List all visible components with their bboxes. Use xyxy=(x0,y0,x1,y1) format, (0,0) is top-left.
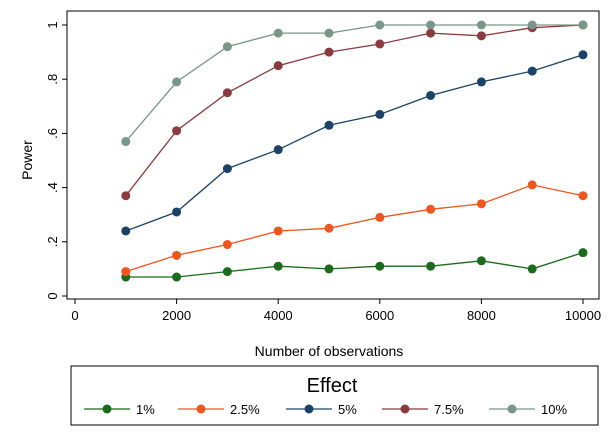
legend-marker xyxy=(507,404,517,414)
legend-title: Effect xyxy=(307,375,358,397)
data-point xyxy=(426,90,436,100)
data-point xyxy=(375,261,385,271)
y-tick-label: .6 xyxy=(45,128,60,139)
series-line xyxy=(125,54,584,232)
data-point xyxy=(324,28,334,38)
y-tick-label: .2 xyxy=(45,236,60,247)
data-point xyxy=(172,207,182,217)
data-point xyxy=(578,20,588,30)
legend-label: 1% xyxy=(136,402,155,417)
plot-frame xyxy=(66,10,600,300)
series-5 xyxy=(121,20,588,147)
data-point xyxy=(172,272,182,282)
data-point xyxy=(527,20,537,30)
legend-label: 7.5% xyxy=(434,402,464,417)
data-point xyxy=(222,88,232,98)
data-point xyxy=(375,39,385,49)
data-point xyxy=(578,248,588,258)
legend-marker xyxy=(102,404,112,414)
data-point xyxy=(121,191,131,201)
x-tick-label: 10000 xyxy=(565,308,601,323)
data-point xyxy=(324,223,334,233)
legend: Effect 1% 2.5% 5% 7.5% 10% xyxy=(70,365,599,426)
data-point xyxy=(273,145,283,155)
legend-entry-1: 1% xyxy=(84,402,155,417)
data-point xyxy=(578,191,588,201)
legend-entry-2: 2.5% xyxy=(178,402,260,417)
data-point xyxy=(578,50,588,60)
data-point xyxy=(121,137,131,147)
data-point xyxy=(324,47,334,57)
data-point xyxy=(324,120,334,130)
data-point xyxy=(121,267,131,277)
series-line xyxy=(125,184,584,273)
x-tick-label: 4000 xyxy=(264,308,293,323)
series-2 xyxy=(121,180,588,277)
data-point xyxy=(476,77,486,87)
data-point xyxy=(375,212,385,222)
data-point xyxy=(375,20,385,30)
data-point xyxy=(476,199,486,209)
series-line xyxy=(125,24,584,197)
legend-label: 2.5% xyxy=(230,402,260,417)
data-point xyxy=(527,66,537,76)
legend-entry-3: 5% xyxy=(286,402,357,417)
data-point xyxy=(426,28,436,38)
x-axis-title: Number of observations xyxy=(255,343,404,359)
legend-marker xyxy=(196,404,206,414)
x-tick-label: 6000 xyxy=(365,308,394,323)
y-tick-label: 0 xyxy=(45,292,60,299)
legend-marker xyxy=(400,404,410,414)
series-line xyxy=(125,251,584,278)
data-point xyxy=(476,256,486,266)
data-point xyxy=(222,267,232,277)
data-point xyxy=(222,240,232,250)
x-tick-label: 0 xyxy=(71,308,78,323)
series-lines xyxy=(121,20,588,282)
series-line xyxy=(125,24,583,142)
y-tick-label: .8 xyxy=(45,74,60,85)
data-point xyxy=(527,264,537,274)
x-tick-label: 2000 xyxy=(162,308,191,323)
data-point xyxy=(476,20,486,30)
legend-label: 5% xyxy=(338,402,357,417)
data-point xyxy=(426,204,436,214)
series-3 xyxy=(121,50,588,236)
legend-marker xyxy=(304,404,314,414)
data-point xyxy=(375,109,385,119)
y-tick-label: .4 xyxy=(45,182,60,193)
data-point xyxy=(476,31,486,41)
axes: 0 .2 .4 .6 .8 1 0 2000 4000 6000 8000 10000 xyxy=(45,10,601,323)
legend-entry-5: 10% xyxy=(489,402,567,417)
legend-entry-4: 7.5% xyxy=(382,402,464,417)
data-point xyxy=(172,126,182,136)
data-point xyxy=(222,42,232,52)
data-point xyxy=(172,77,182,87)
legend-box xyxy=(70,365,599,426)
data-point xyxy=(172,250,182,260)
data-point xyxy=(324,264,334,274)
data-point xyxy=(527,180,537,190)
data-point xyxy=(222,164,232,174)
data-point xyxy=(273,28,283,38)
data-point xyxy=(273,226,283,236)
x-tick-label: 8000 xyxy=(467,308,496,323)
data-point xyxy=(426,261,436,271)
data-point xyxy=(273,61,283,71)
y-axis-title: Power xyxy=(19,140,35,180)
legend-label: 10% xyxy=(541,402,567,417)
data-point xyxy=(426,20,436,30)
y-tick-label: 1 xyxy=(45,21,60,28)
data-point xyxy=(273,261,283,271)
data-point xyxy=(121,226,131,236)
